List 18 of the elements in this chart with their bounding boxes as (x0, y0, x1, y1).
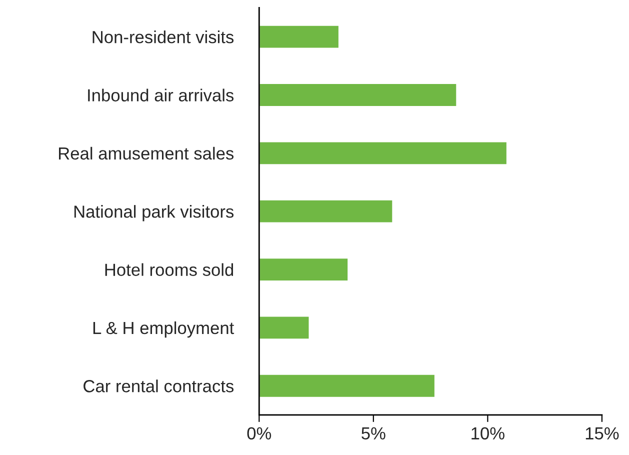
x-tick-label: 0% (247, 427, 272, 440)
y-tick-label: L & H employment (93, 321, 234, 338)
bar (259, 374, 436, 398)
y-tick-label: National park visitors (74, 205, 234, 222)
x-tick-label: 15% (586, 427, 619, 440)
y-tick-label: Hotel rooms sold (105, 263, 234, 276)
bar (259, 82, 458, 108)
x-tick-label: 5% (362, 427, 386, 440)
bar (259, 140, 508, 166)
y-tick-label: Inbound air arrivals (88, 88, 234, 102)
bar (259, 315, 310, 340)
bar (259, 24, 340, 50)
y-tick-label: Car rental contracts (84, 380, 234, 392)
bar (259, 199, 394, 224)
y-tick-label: Real amusement sales (58, 146, 234, 160)
y-tick-label: Non-resident visits (92, 30, 234, 44)
x-tick-label: 10% (472, 427, 504, 440)
bar (259, 257, 349, 282)
